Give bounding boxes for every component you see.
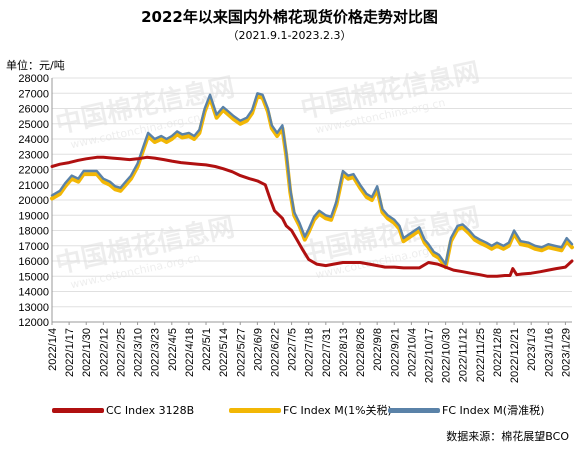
series-line-fc-index-1pct xyxy=(50,94,574,270)
x-tick-label: 2022/5/14 xyxy=(218,328,230,377)
y-tick-label: 19000 xyxy=(18,210,49,222)
x-tick-label: 2022/10/30 xyxy=(441,328,453,383)
legend-label-cc-index: CC Index 3128B xyxy=(106,403,195,417)
x-tick-label: 2022/3/23 xyxy=(150,328,162,377)
x-tick-label: 2022/5/27 xyxy=(235,328,247,377)
y-tick-label: 22000 xyxy=(18,165,49,177)
x-axis: 2022/1/4 2022/1/17 2022/1/30 2022/2/12 2022/… xyxy=(47,321,572,383)
x-tick-label: 2022/12/8 xyxy=(492,328,504,377)
legend-item-fc-index-1pct: FC Index M(1%关税) xyxy=(229,403,392,417)
y-tick-label: 24000 xyxy=(18,134,49,146)
legend-swatch-fc-index-1pct xyxy=(229,407,281,413)
x-tick-label: 2022/8/26 xyxy=(355,328,367,377)
chart-subtitle: （2021.9.1-2023.2.3） xyxy=(227,29,352,42)
x-tick-label: 2022/10/4 xyxy=(406,328,418,377)
x-tick-label: 2022/8/13 xyxy=(338,328,350,377)
x-tick-label: 2022/6/22 xyxy=(269,328,281,377)
legend-item-fc-index-sliding: FC Index M(滑准税) xyxy=(388,403,544,417)
x-tick-label: 2023/1/16 xyxy=(543,328,555,377)
x-tick-label: 2022/6/9 xyxy=(252,328,264,371)
x-tick-label: 2022/7/5 xyxy=(287,328,299,371)
y-tick-label: 17000 xyxy=(18,241,49,253)
y-axis: 12000 13000 14000 15000 16000 17000 18000 19000… xyxy=(18,73,53,329)
x-tick-label: 2022/11/12 xyxy=(458,328,470,382)
y-tick-label: 12000 xyxy=(18,317,49,329)
x-tick-label: 2022/1/4 xyxy=(47,328,59,371)
chart-title: 2022年以来国内外棉花现货价格走势对比图 xyxy=(141,8,438,26)
x-tick-label: 2022/1/30 xyxy=(81,328,93,377)
series-line-fc-index-sliding xyxy=(50,92,574,266)
y-tick-label: 14000 xyxy=(18,287,49,299)
x-tick-label: 2022/4/18 xyxy=(184,328,196,377)
x-tick-label: 2023/1/3 xyxy=(526,328,538,371)
y-tick-label: 16000 xyxy=(18,256,49,268)
grid-lines xyxy=(52,77,572,323)
legend-item-cc-index: CC Index 3128B xyxy=(52,403,194,417)
legend-swatch-fc-index-sliding xyxy=(388,407,440,413)
legend-label-fc-index-sliding: FC Index M(滑准税) xyxy=(442,404,545,417)
x-tick-label: 2022/10/17 xyxy=(424,328,436,383)
y-tick-label: 23000 xyxy=(18,149,49,161)
x-tick-label: 2022/5/1 xyxy=(201,328,213,371)
x-tick-label: 2022/2/25 xyxy=(115,328,127,377)
x-tick-label: 2022/1/17 xyxy=(64,328,76,377)
legend-label-fc-index-1pct: FC Index M(1%关税) xyxy=(283,404,392,417)
y-tick-label: 18000 xyxy=(18,226,49,238)
x-tick-label: 2022/2/12 xyxy=(98,328,110,377)
y-tick-label: 21000 xyxy=(18,180,49,192)
x-tick-label: 2022/7/31 xyxy=(321,328,333,377)
y-tick-label: 25000 xyxy=(18,119,49,131)
y-tick-label: 28000 xyxy=(18,73,49,85)
x-tick-label: 2023/1/29 xyxy=(560,328,572,377)
series-line-cc-index xyxy=(50,155,574,278)
y-tick-label: 15000 xyxy=(18,271,49,283)
series-lines xyxy=(50,92,574,278)
legend-swatch-cc-index xyxy=(52,407,104,413)
x-tick-label: 2022/12/21 xyxy=(509,328,521,383)
y-tick-label: 20000 xyxy=(18,195,49,207)
data-source-note: 数据来源：棉花展望BCO xyxy=(446,430,569,443)
y-tick-label: 27000 xyxy=(18,88,49,100)
y-tick-label: 13000 xyxy=(18,302,49,314)
y-axis-unit-label: 单位：元/吨 xyxy=(6,59,65,72)
x-tick-label: 2022/9/8 xyxy=(372,328,384,371)
x-tick-label: 2022/3/10 xyxy=(133,328,145,377)
y-tick-label: 26000 xyxy=(18,104,49,116)
x-tick-label: 2022/9/21 xyxy=(389,328,401,377)
x-tick-label: 2022/7/18 xyxy=(304,328,316,377)
x-tick-label: 2022/11/25 xyxy=(475,328,487,382)
x-tick-label: 2022/4/5 xyxy=(167,328,179,371)
